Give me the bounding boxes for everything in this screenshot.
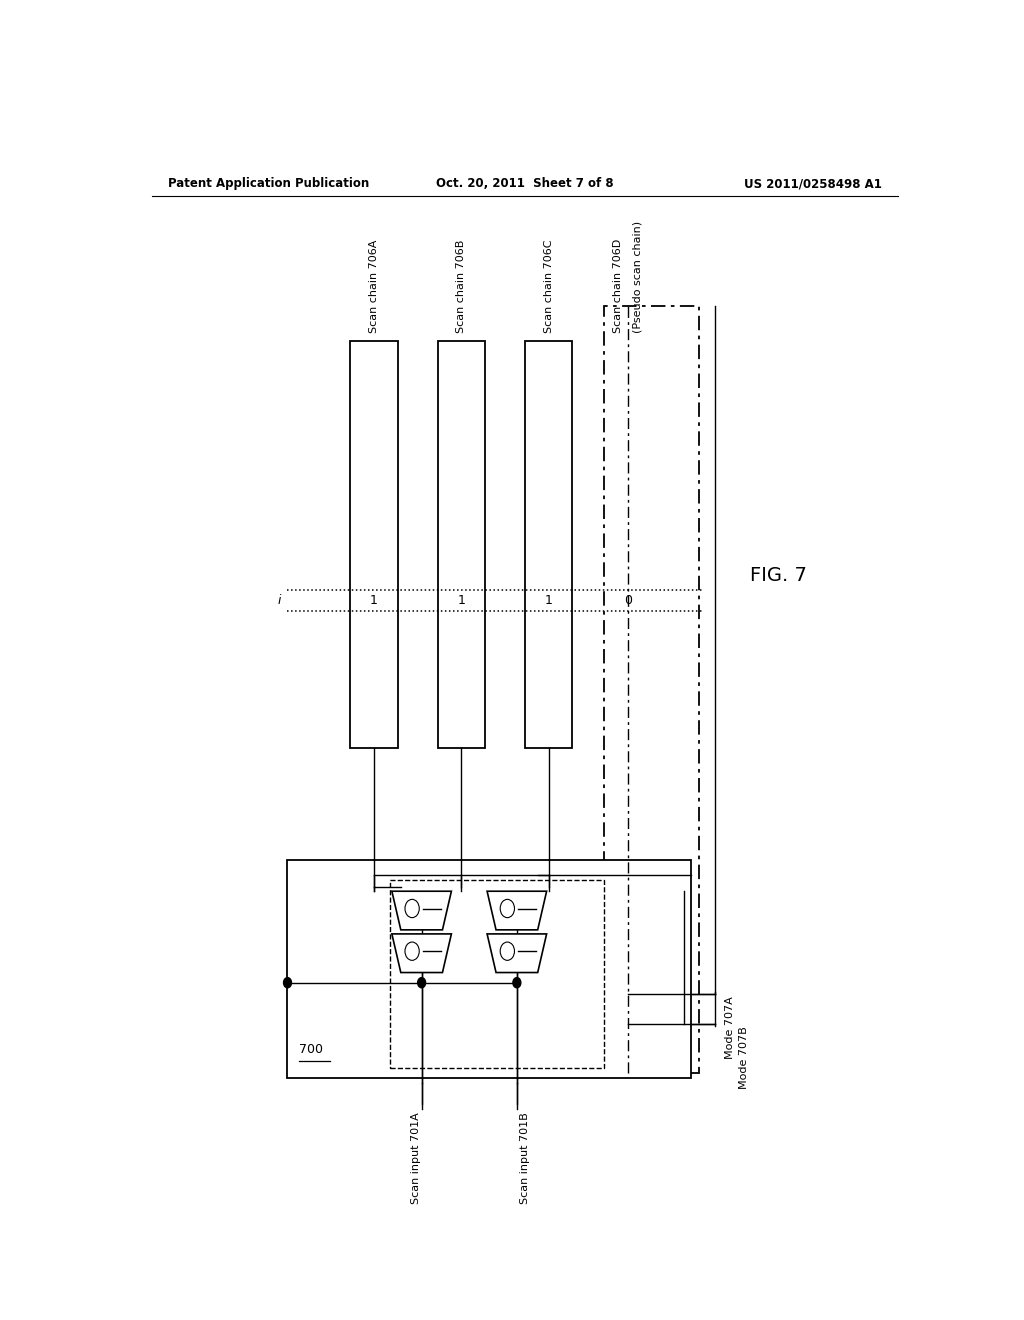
Text: Scan input 701B: Scan input 701B [520,1111,529,1204]
Text: Mode 707A: Mode 707A [725,995,735,1059]
Circle shape [284,978,292,987]
Polygon shape [487,935,547,973]
Bar [350,342,397,748]
Text: Mode 707B: Mode 707B [739,1027,750,1089]
Text: 700: 700 [299,1043,323,1056]
Text: Scan chain 706C: Scan chain 706C [544,240,554,333]
Text: 1: 1 [545,594,553,607]
Text: 1: 1 [370,594,378,607]
Text: Patent Application Publication: Patent Application Publication [168,177,369,190]
Text: Scan chain 706D: Scan chain 706D [613,239,624,333]
Text: i: i [278,594,282,607]
Text: (Pseudo scan chain): (Pseudo scan chain) [633,220,642,333]
Text: Oct. 20, 2011  Sheet 7 of 8: Oct. 20, 2011 Sheet 7 of 8 [436,177,613,190]
Bar [604,306,699,1073]
Bar [437,342,485,748]
Bar [524,342,572,748]
Circle shape [513,978,521,987]
Text: FIG. 7: FIG. 7 [751,566,807,585]
Bar [390,880,604,1068]
Polygon shape [487,891,547,929]
Bar [287,859,691,1078]
Circle shape [500,899,514,917]
Circle shape [404,942,419,961]
Polygon shape [392,935,452,973]
Circle shape [404,899,419,917]
Text: Scan input 701A: Scan input 701A [411,1111,421,1204]
Text: US 2011/0258498 A1: US 2011/0258498 A1 [744,177,882,190]
Polygon shape [392,891,452,929]
Circle shape [500,942,514,961]
Text: 1: 1 [458,594,465,607]
Text: 0: 0 [624,594,632,607]
Circle shape [418,978,426,987]
Text: Scan chain 706B: Scan chain 706B [457,240,466,333]
Text: Scan chain 706A: Scan chain 706A [369,240,379,333]
